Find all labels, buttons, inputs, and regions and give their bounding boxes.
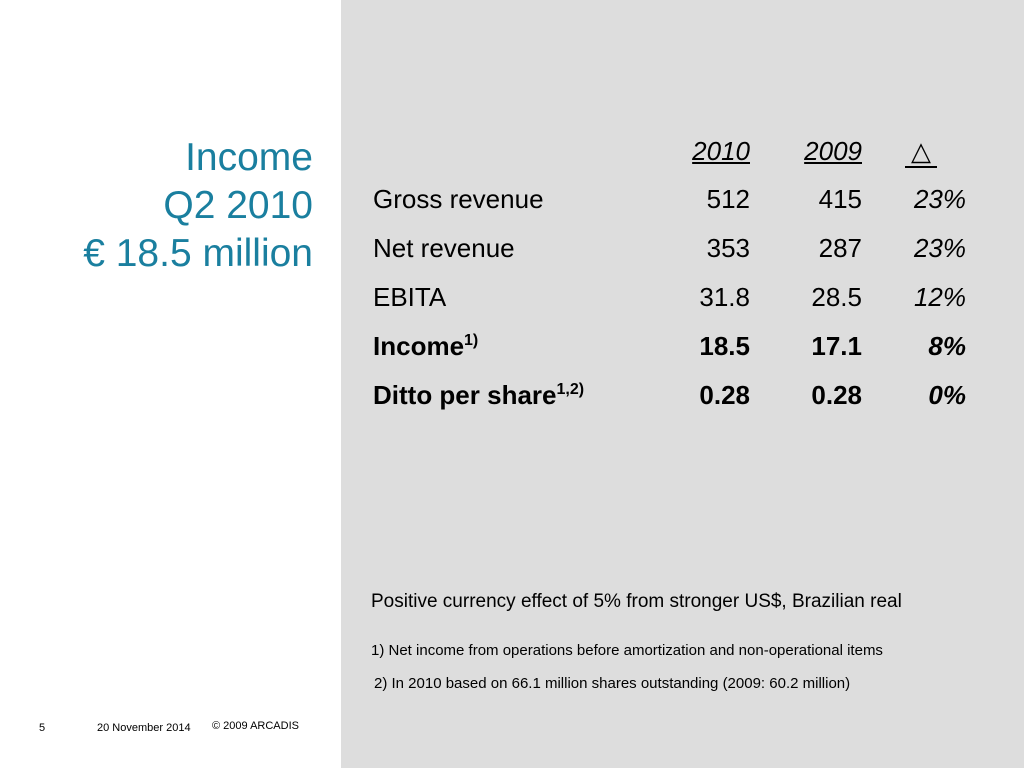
table-row: Ditto per share1,2) 0.28 0.28 0% [0, 380, 1024, 420]
left-panel [0, 0, 341, 768]
value-2010: 31.8 [699, 282, 750, 312]
value-2009: 28.5 [811, 282, 862, 312]
right-panel [341, 0, 1024, 768]
table-row: Net revenue 353 287 23% [0, 233, 1024, 273]
value-delta: 12% [913, 282, 966, 312]
footnote-1: 1) Net income from operations before amo… [371, 642, 883, 659]
table-row: EBITA 31.8 28.5 12% [0, 282, 1024, 322]
value-delta: 0% [928, 380, 966, 410]
header-2009: 2009 [804, 136, 862, 166]
title-line-3: € 18.5 million [83, 232, 313, 275]
value-delta: 8% [928, 331, 966, 361]
table-row: Gross revenue 512 415 23% [0, 184, 1024, 224]
value-2009: 287 [818, 233, 862, 263]
row-label: Gross revenue [373, 184, 544, 214]
delta-icon: △ [905, 136, 937, 168]
row-label: EBITA [373, 282, 447, 312]
value-2010: 18.5 [699, 331, 750, 361]
row-label: Income1) [373, 331, 479, 361]
footer-date: 20 November 2014 [97, 722, 191, 734]
slide-title: Income Q2 2010 € 18.5 million [83, 134, 313, 278]
value-2009: 17.1 [811, 331, 862, 361]
header-2010: 2010 [692, 136, 750, 166]
value-2010: 353 [706, 233, 750, 263]
title-line-1: Income [185, 136, 313, 179]
footnote-2: 2) In 2010 based on 66.1 million shares … [374, 675, 851, 692]
row-label: Net revenue [373, 233, 515, 263]
page-number: 5 [39, 722, 46, 734]
value-2009: 0.28 [811, 380, 862, 410]
value-2010: 512 [706, 184, 750, 214]
value-delta: 23% [913, 184, 966, 214]
value-2009: 415 [818, 184, 862, 214]
table-row: Income1) 18.5 17.1 8% [0, 331, 1024, 371]
value-delta: 23% [913, 233, 966, 263]
footer-copyright: © 2009 ARCADIS [212, 720, 299, 732]
header-delta: △ [876, 136, 966, 168]
row-label: Ditto per share1,2) [373, 380, 585, 410]
value-2010: 0.28 [699, 380, 750, 410]
currency-note: Positive currency effect of 5% from stro… [371, 591, 902, 612]
title-line-2: Q2 2010 [163, 184, 313, 227]
